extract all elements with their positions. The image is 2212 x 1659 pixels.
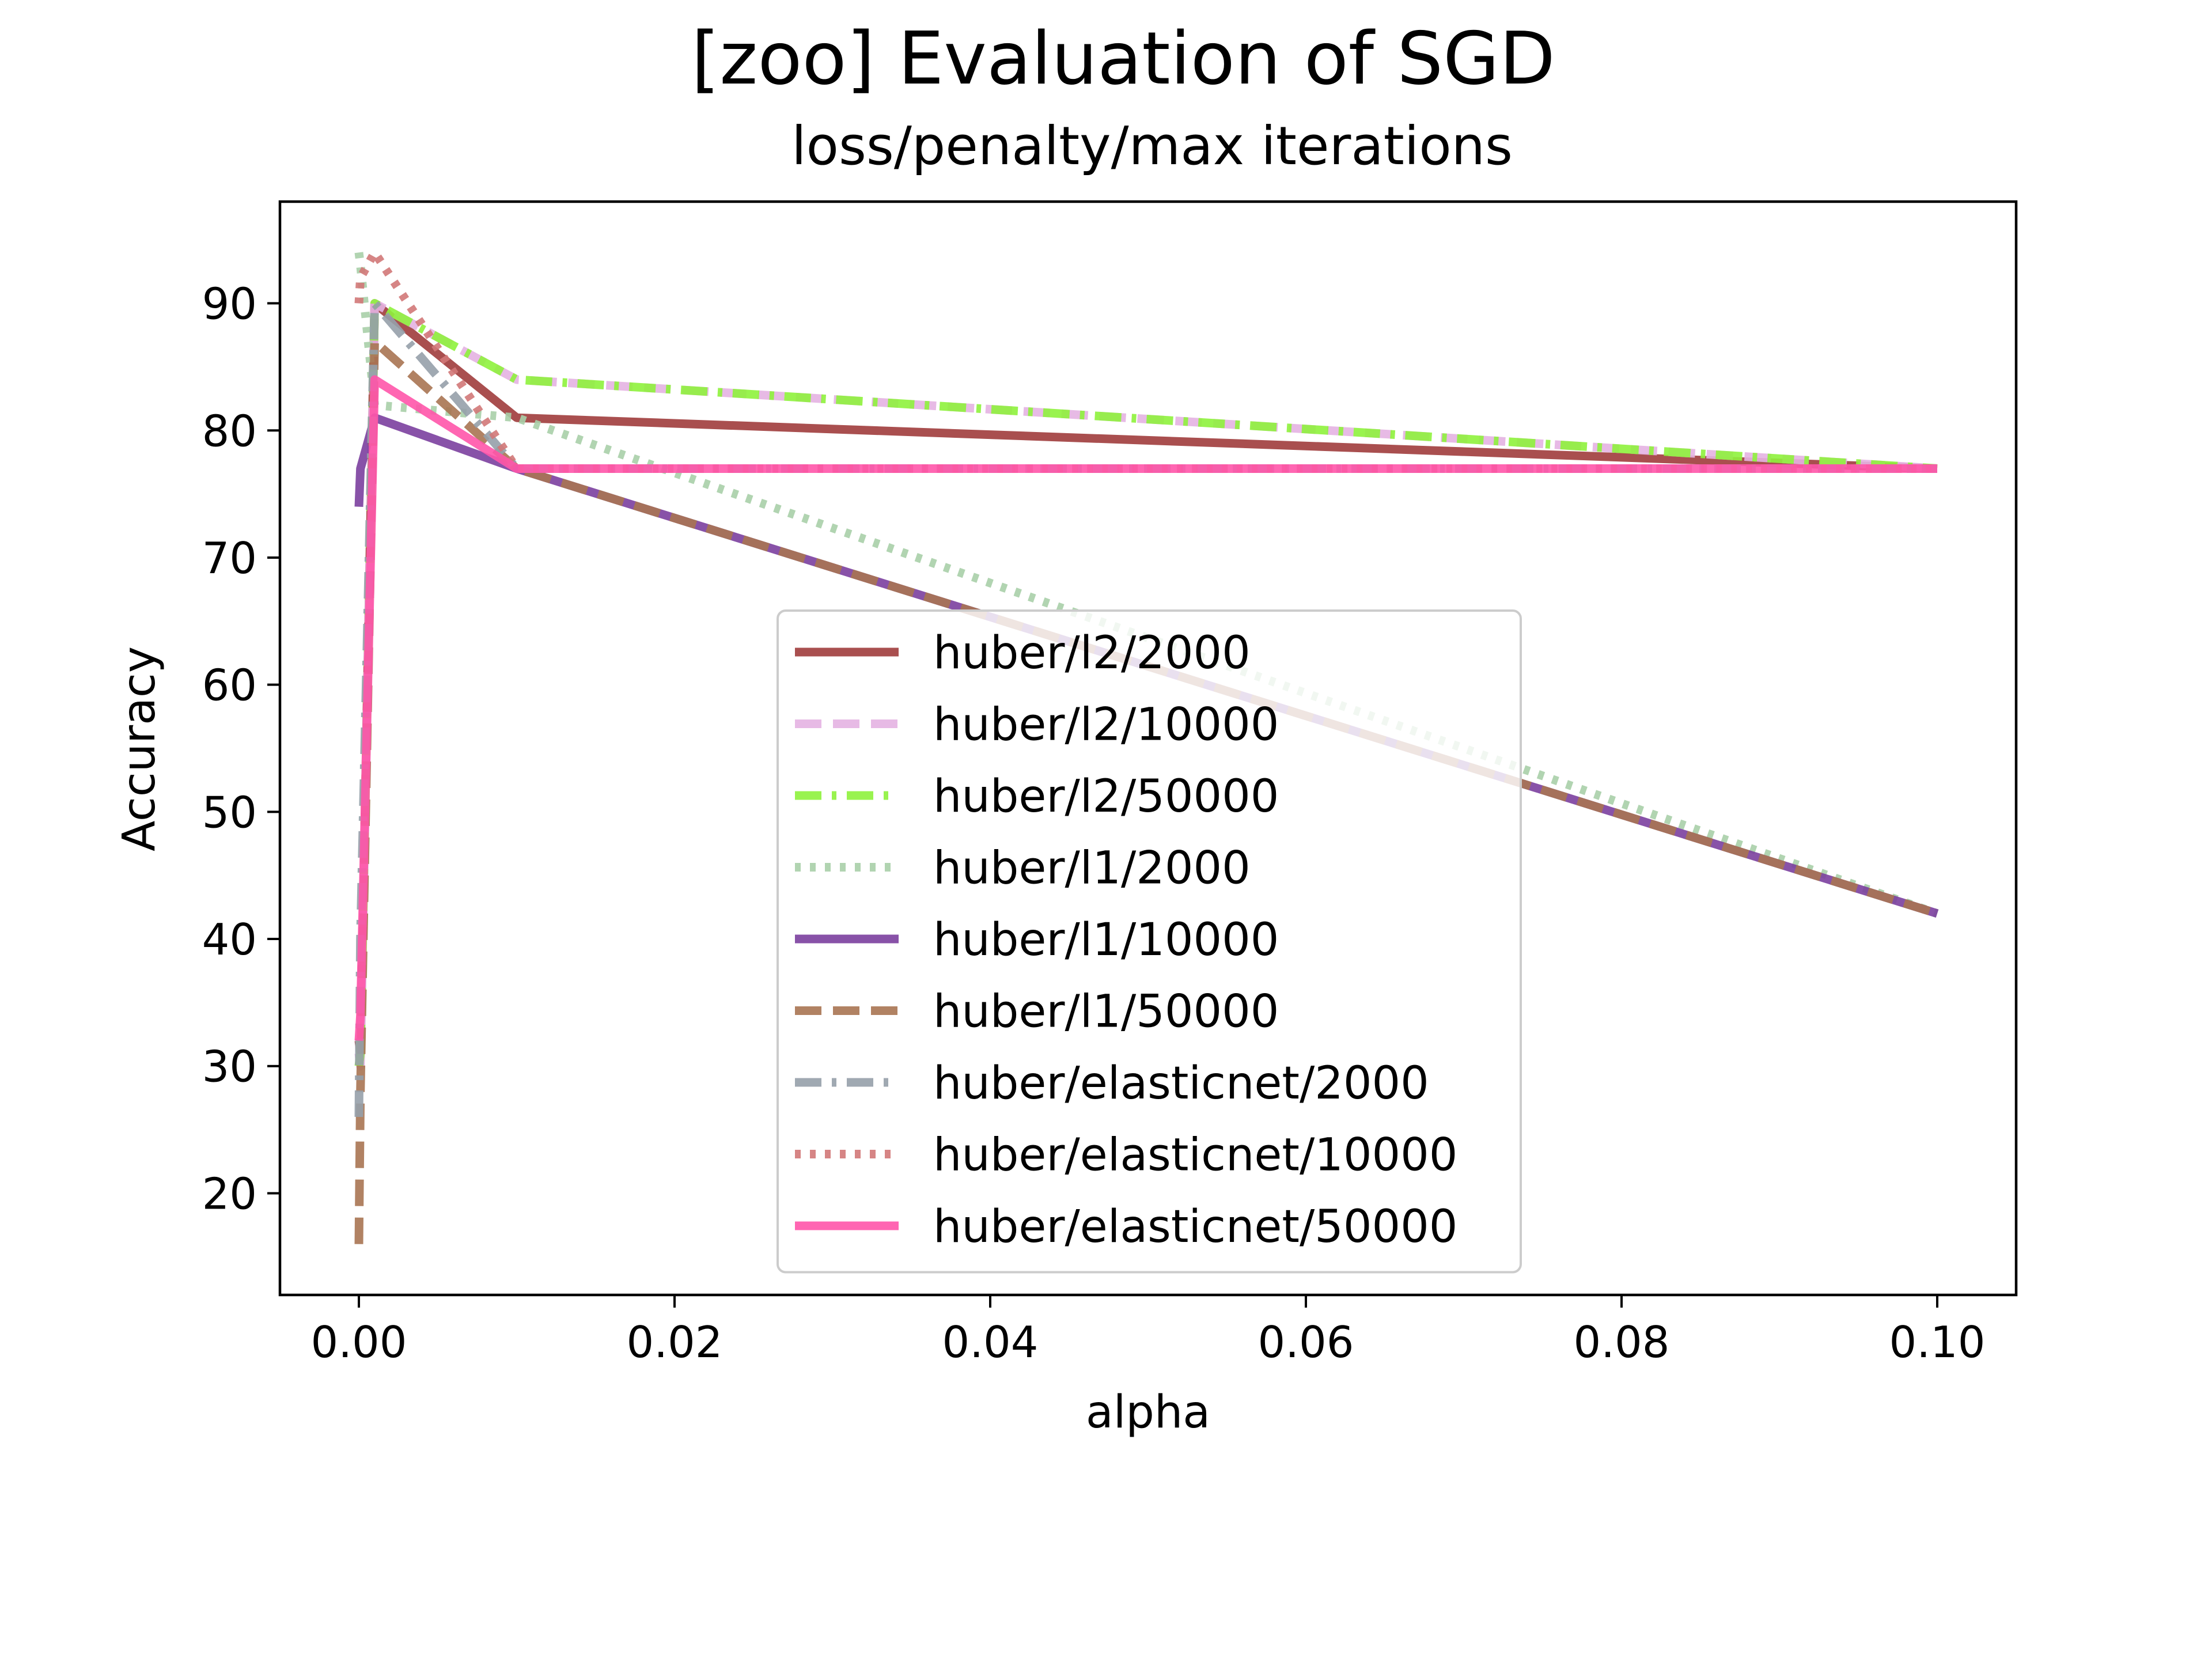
legend-label-9: huber/elasticnet/50000 bbox=[933, 1201, 1457, 1253]
plot-series bbox=[354, 248, 1939, 1244]
legend-label-6: huber/l1/50000 bbox=[933, 986, 1279, 1038]
series-line-6 bbox=[354, 337, 1939, 1244]
legend: huber/l2/2000 huber/l2/10000 huber/l2/5000… bbox=[777, 609, 1522, 1274]
chart-subtitle: loss/penalty/max iterations bbox=[791, 115, 1513, 177]
legend-label-7: huber/elasticnet/2000 bbox=[933, 1058, 1429, 1109]
y-tick-label: 20 bbox=[202, 1168, 257, 1219]
y-tick-label: 40 bbox=[202, 914, 257, 965]
legend-box bbox=[777, 609, 1522, 1274]
x-axis-label: alpha bbox=[1086, 1387, 1210, 1438]
y-tick-label: 60 bbox=[202, 660, 257, 711]
x-axis-ticks: 0.00 0.02 0.04 0.06 0.08 0.10 bbox=[311, 1295, 1986, 1368]
y-axis-ticks: 20 30 40 50 60 70 80 90 bbox=[202, 279, 280, 1219]
legend-label-1: huber/l2/2000 bbox=[933, 627, 1251, 679]
y-tick-label: 30 bbox=[202, 1041, 257, 1092]
plot-frame bbox=[278, 200, 2018, 1297]
legend-label-8: huber/elasticnet/10000 bbox=[933, 1130, 1457, 1181]
x-tick-label: 0.10 bbox=[1889, 1317, 1986, 1368]
y-axis-label: Accuracy bbox=[113, 646, 165, 851]
x-tick-label: 0.06 bbox=[1258, 1317, 1354, 1368]
x-tick-label: 0.04 bbox=[942, 1317, 1039, 1368]
y-tick-label: 90 bbox=[202, 279, 257, 329]
legend-label-2: huber/l2/10000 bbox=[933, 699, 1279, 751]
y-tick-label: 70 bbox=[202, 533, 257, 584]
legend-label-3: huber/l2/50000 bbox=[933, 771, 1279, 823]
series-line-9 bbox=[354, 375, 1937, 1041]
series-line-8 bbox=[354, 248, 1937, 473]
x-tick-label: 0.08 bbox=[1574, 1317, 1670, 1368]
legend-label-4: huber/l1/2000 bbox=[933, 843, 1251, 895]
chart-title: [zoo] Evaluation of SGD bbox=[691, 16, 1555, 101]
legend-label-5: huber/l1/10000 bbox=[933, 914, 1279, 966]
y-tick-label: 80 bbox=[202, 406, 257, 456]
x-tick-label: 0.02 bbox=[627, 1317, 723, 1368]
x-tick-label: 0.00 bbox=[311, 1317, 407, 1368]
y-tick-label: 50 bbox=[202, 787, 257, 838]
